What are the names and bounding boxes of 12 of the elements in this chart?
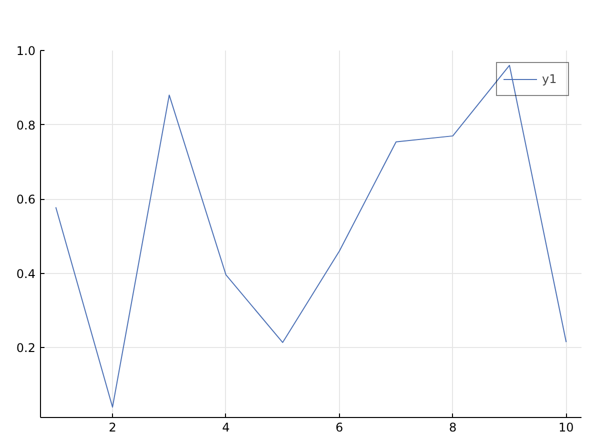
x-tick-label: 4 [222, 420, 230, 434]
x-tick-label: 6 [336, 420, 344, 434]
y-tick-label: 0.4 [16, 266, 36, 281]
x-tick-label: 2 [108, 420, 116, 434]
line-series [55, 64, 567, 408]
y-tick-label: 1.0 [16, 44, 36, 58]
x-tick-label: 8 [448, 420, 457, 434]
y-tick-label: 0.6 [16, 192, 36, 207]
y-tick-label: 0.8 [16, 118, 36, 132]
x-tick-label: 10 [558, 420, 574, 434]
y-tick-label: 0.2 [16, 341, 36, 356]
legend-label: y1 [542, 72, 558, 86]
